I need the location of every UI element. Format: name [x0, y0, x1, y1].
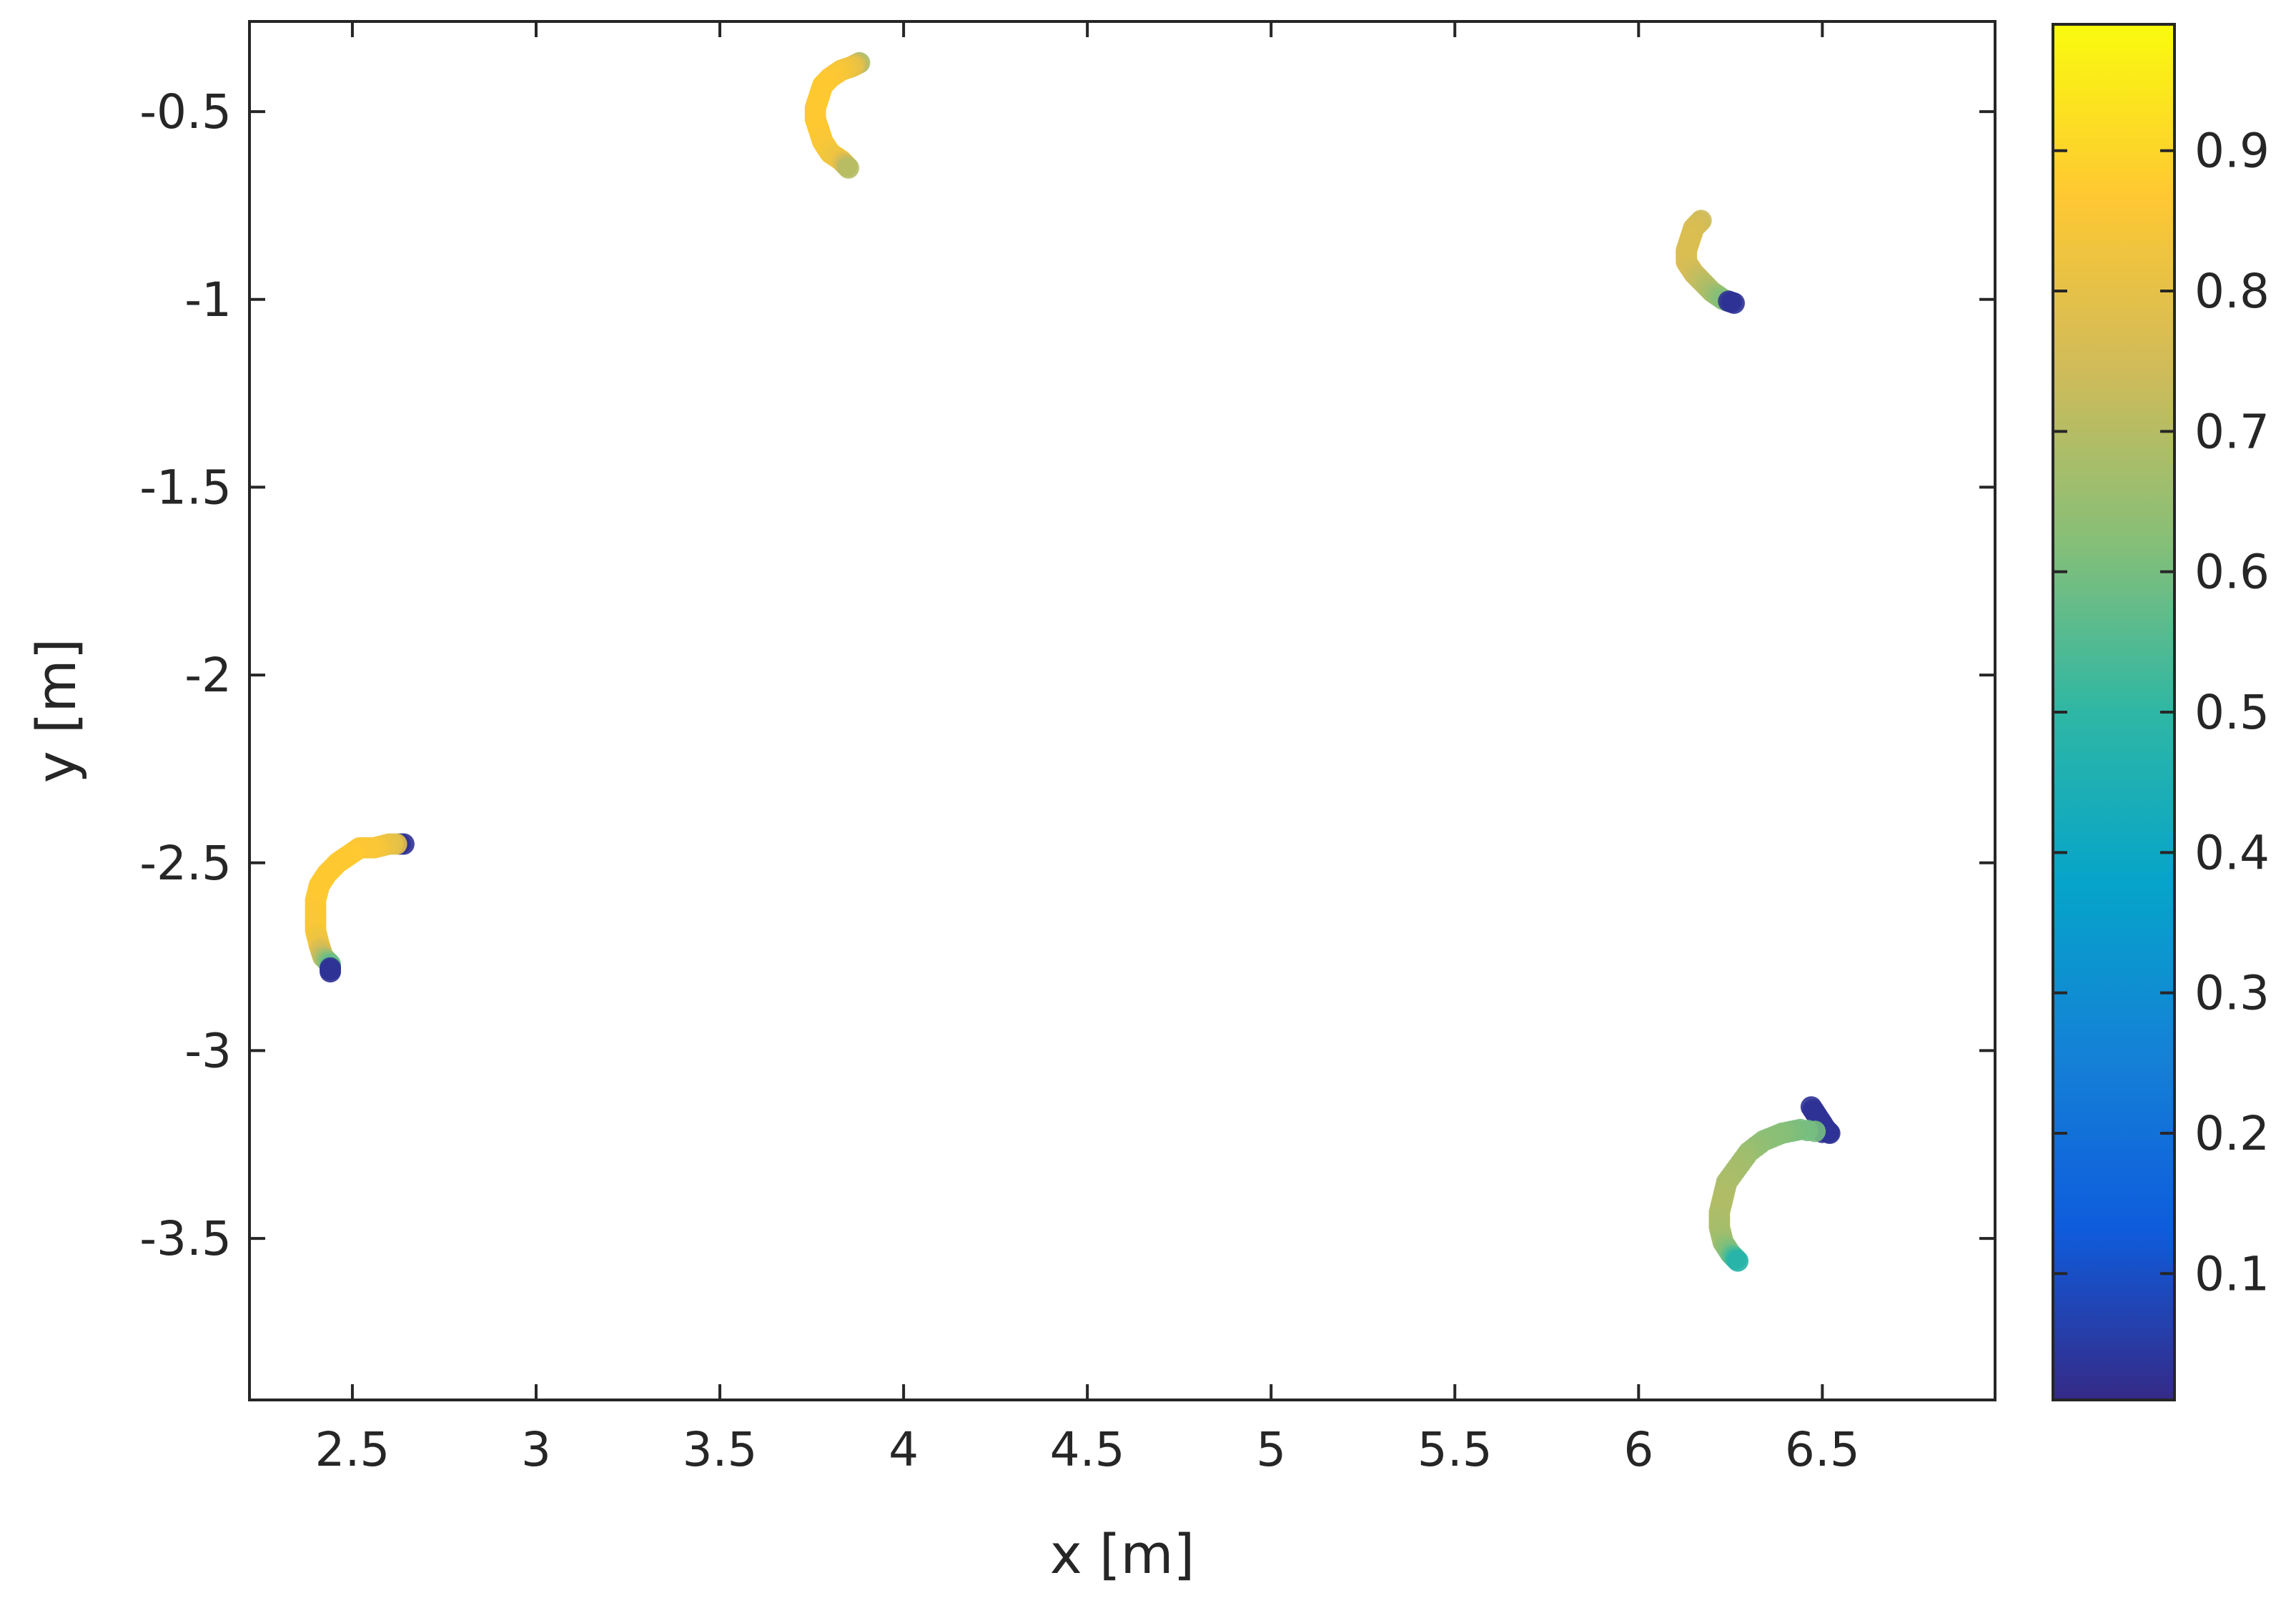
y-tick-label: -0.5	[139, 84, 232, 139]
x-tick-label: 5	[1256, 1422, 1286, 1477]
x-tick-label: 4.5	[1050, 1422, 1125, 1477]
x-tick-label: 6.5	[1785, 1422, 1860, 1477]
x-tick-label: 3.5	[683, 1422, 758, 1477]
y-axis-label: y [m]	[24, 638, 88, 783]
colorbar-tick-label: 0.1	[2194, 1246, 2270, 1301]
x-tick-label: 2.5	[315, 1422, 390, 1477]
colorbar	[2052, 23, 2176, 1401]
x-tick-label: 3	[521, 1422, 551, 1477]
colorbar-tick-label: 0.2	[2194, 1106, 2270, 1161]
y-tick-label: -3.5	[139, 1211, 232, 1266]
data-point	[1723, 292, 1745, 314]
colorbar-tick-label: 0.6	[2194, 545, 2270, 600]
colorbar-tick-label: 0.7	[2194, 404, 2270, 459]
colorbar-ticks: 0.1 0.2 0.3 0.4 0.5 0.6 0.7 0.8 0.9	[2053, 124, 2270, 1301]
colorbar-tick-label: 0.4	[2194, 825, 2270, 880]
data-point	[838, 157, 859, 179]
y-axis-ticks: -0.5 -1 -1.5 -2 -2.5 -3 -3.5	[139, 84, 1995, 1266]
data-point	[1727, 1250, 1749, 1272]
y-tick-label: -3	[184, 1023, 232, 1078]
colorbar-tick-label: 0.9	[2194, 124, 2270, 179]
y-tick-label: -2	[184, 648, 232, 703]
plot-frame	[248, 20, 1996, 1401]
x-tick-label: 6	[1623, 1422, 1653, 1477]
points-layer	[305, 51, 1841, 1272]
colorbar-tick-label: 0.8	[2194, 264, 2270, 319]
data-point	[320, 961, 342, 983]
y-tick-label: -2.5	[139, 836, 232, 891]
x-tick-label: 4	[889, 1422, 919, 1477]
y-tick-label: -1.5	[139, 460, 232, 515]
colorbar-tick-label: 0.3	[2194, 966, 2270, 1021]
x-axis-label: x [m]	[1050, 1522, 1194, 1586]
y-tick-label: -1	[184, 272, 232, 327]
x-axis-ticks: 2.5 3 3.5 4 4.5 5 5.5 6 6.5	[315, 21, 1860, 1477]
plot-area	[249, 21, 1995, 1400]
colorbar-tick-label: 0.5	[2194, 685, 2270, 740]
x-tick-label: 5.5	[1417, 1422, 1493, 1477]
